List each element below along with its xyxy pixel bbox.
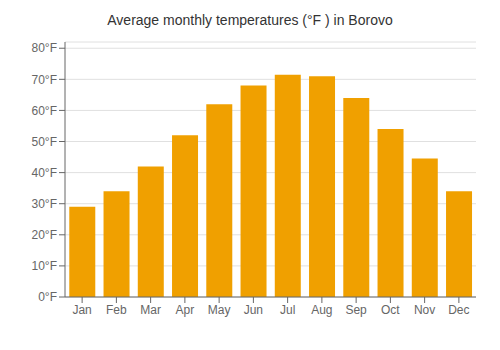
svg-text:Apr: Apr [176, 303, 195, 317]
svg-text:80°F: 80°F [32, 41, 57, 55]
svg-text:Jun: Jun [244, 303, 263, 317]
svg-text:May: May [208, 303, 231, 317]
svg-text:10°F: 10°F [32, 259, 57, 273]
svg-text:Jul: Jul [280, 303, 295, 317]
svg-text:30°F: 30°F [32, 197, 57, 211]
svg-text:Oct: Oct [381, 303, 400, 317]
svg-text:70°F: 70°F [32, 73, 57, 87]
svg-text:40°F: 40°F [32, 166, 57, 180]
svg-text:0°F: 0°F [38, 290, 57, 304]
svg-text:Feb: Feb [106, 303, 127, 317]
svg-text:20°F: 20°F [32, 228, 57, 242]
svg-text:Dec: Dec [448, 303, 469, 317]
svg-text:Jan: Jan [72, 303, 91, 317]
svg-text:Sep: Sep [345, 303, 367, 317]
svg-text:Mar: Mar [140, 303, 161, 317]
svg-text:Aug: Aug [311, 303, 332, 317]
html-text:Average monthly temperatures (: Average monthly temperatures (°F ) in Bo… [107, 12, 393, 28]
svg-text:60°F: 60°F [32, 104, 57, 118]
svg-text:Nov: Nov [414, 303, 435, 317]
svg-text:50°F: 50°F [32, 135, 57, 149]
